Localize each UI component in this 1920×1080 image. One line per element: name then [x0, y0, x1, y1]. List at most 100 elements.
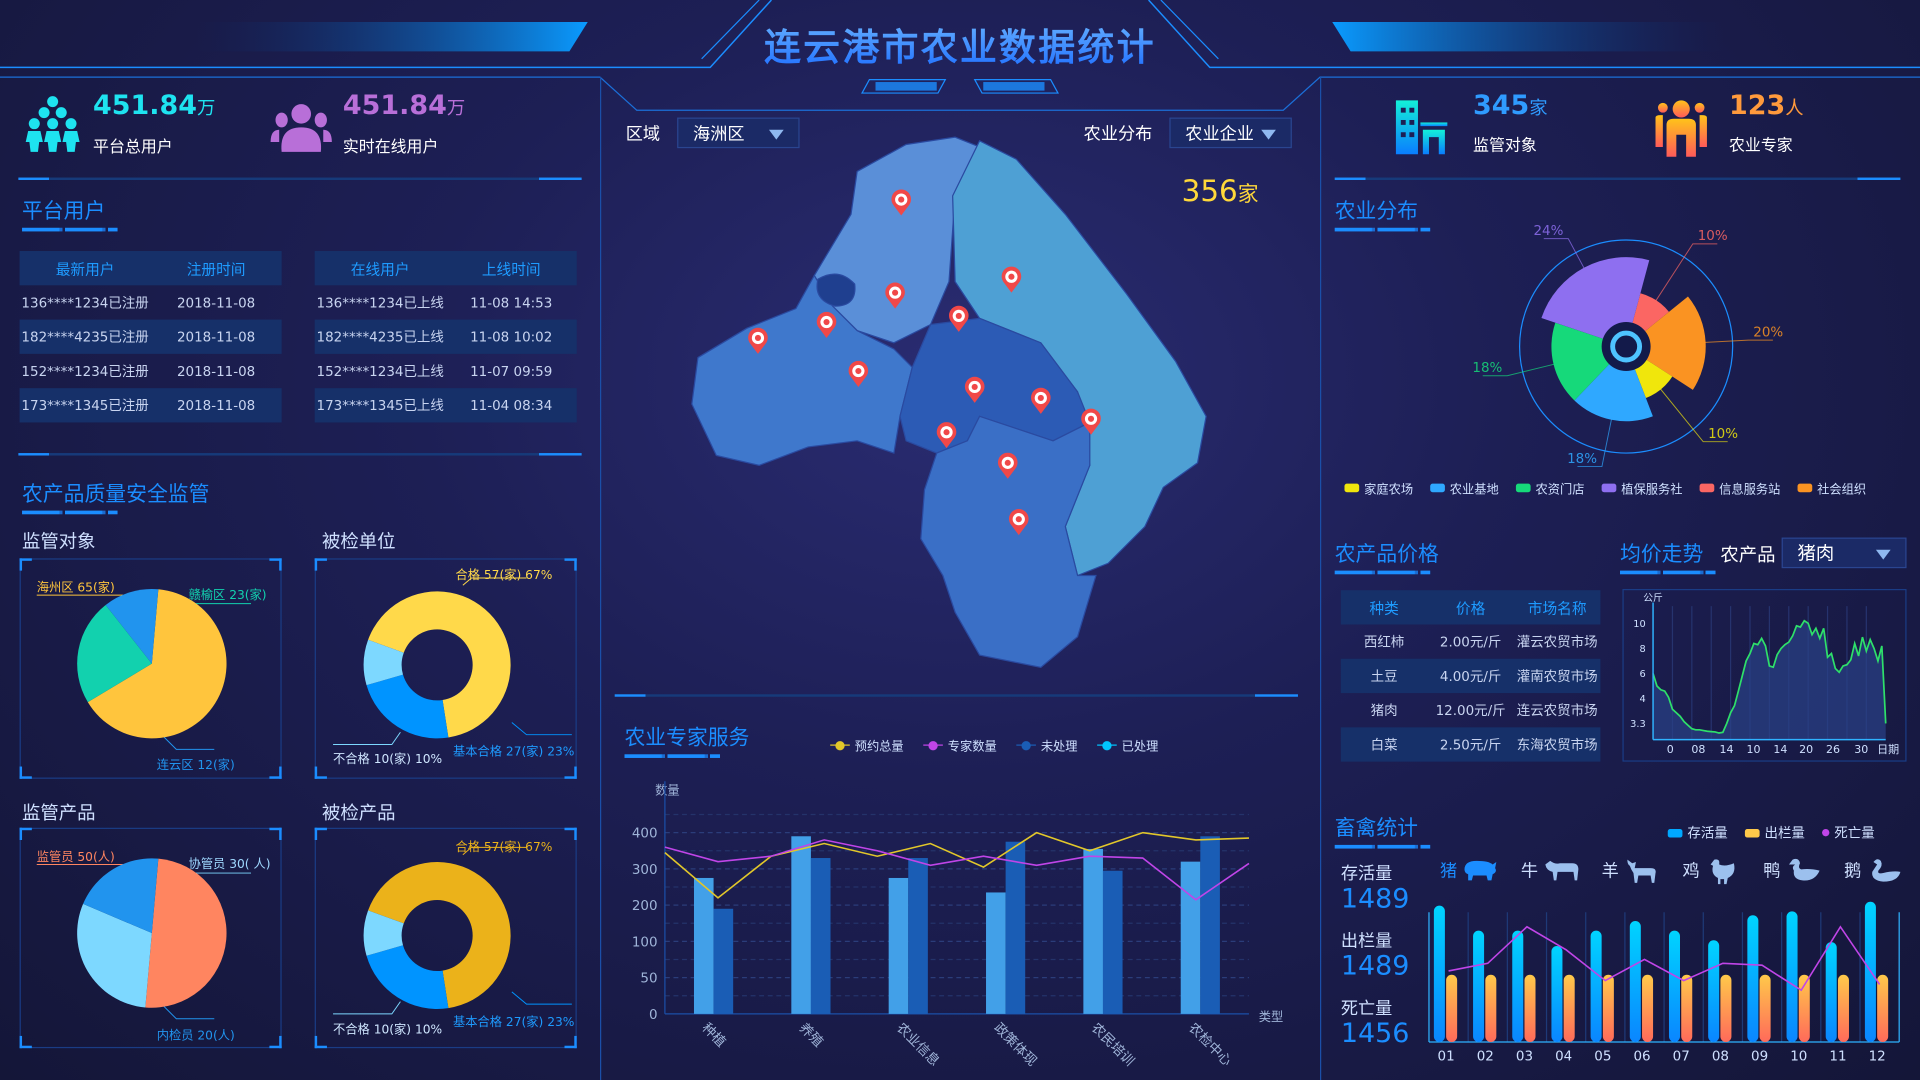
legend-item[interactable]: 植保服务社	[1601, 479, 1682, 497]
table-row[interactable]: 182****4235已上线 11-08 10:02	[314, 319, 577, 354]
map-pin-icon[interactable]	[964, 376, 985, 403]
price-table: 种类 价格 市场名称 西红柿 2.00元/斤 灌云农贸市场 土豆 4.00元/斤 灌南农贸市场猪…	[1340, 590, 1601, 762]
pie-label: 基本合格 27(家) 23%	[453, 1016, 575, 1030]
product-select-value: 猪肉	[1797, 542, 1835, 565]
table-row[interactable]: 152****1234已注册 2018-11-08	[20, 354, 282, 388]
legend-label: 信息服务站	[1719, 483, 1781, 498]
stat-online-users-value: 451.84万	[342, 90, 466, 122]
goat-icon	[1627, 859, 1656, 883]
table-row[interactable]: 136****1234已注册 2018-11-08	[20, 285, 282, 319]
map-pin-icon[interactable]	[1001, 266, 1022, 293]
table-cell: 136****1234已上线	[316, 295, 444, 312]
bar-存活量	[1512, 930, 1524, 1043]
pie-label: 合格 57(家) 67%	[455, 841, 553, 855]
stat-supervised-label: 监管对象	[1473, 137, 1537, 156]
bar-已处理	[1083, 848, 1103, 1014]
map-pin-icon[interactable]	[891, 189, 912, 216]
table-cell: 11-07 09:59	[470, 363, 553, 379]
x-tick-label: 03	[1516, 1049, 1533, 1064]
map-pin-icon[interactable]	[1081, 408, 1101, 435]
map-pin-icon[interactable]	[816, 311, 837, 338]
animal-tab[interactable]: 鸭	[1763, 857, 1820, 884]
map-pin-icon[interactable]	[848, 360, 869, 387]
animal-tab[interactable]: 鹅	[1844, 857, 1901, 884]
animal-label: 羊	[1601, 862, 1619, 882]
animal-tab[interactable]: 猪	[1440, 857, 1497, 884]
animal-label: 鸭	[1763, 862, 1781, 882]
legend-label: 存活量	[1687, 825, 1728, 842]
bar-存活量	[1708, 940, 1720, 1043]
map-pin-icon[interactable]	[936, 422, 957, 449]
total-value: 1489	[1340, 951, 1410, 983]
table-cell: 土豆	[1370, 668, 1398, 685]
distribution-label: 农业分布	[1083, 124, 1153, 145]
animal-label: 鹅	[1844, 862, 1862, 882]
chart-title-supervised-objects: 监管对象	[22, 530, 96, 553]
duck-icon	[1788, 858, 1820, 881]
legend-item[interactable]: 农业基地	[1430, 479, 1499, 497]
x-tick-label: 20	[1799, 743, 1813, 756]
map-pin-icon[interactable]	[748, 327, 768, 354]
table-cell: 2018-11-08	[176, 328, 256, 345]
map-pin-icon[interactable]	[1031, 387, 1051, 414]
legend-swatch	[1430, 483, 1445, 493]
legend-item[interactable]: 出栏量	[1744, 823, 1805, 843]
table-row[interactable]: 猪肉 12.00元/斤 连云农贸市场	[1341, 693, 1601, 727]
section-title-platform-users: 平台用户	[22, 193, 118, 231]
goose-icon	[1872, 859, 1901, 882]
y-axis-label: 数量	[655, 784, 680, 799]
pin-dot	[1015, 516, 1022, 523]
table-row[interactable]: 土豆 4.00元/斤 灌南农贸市场	[1340, 658, 1601, 694]
x-tick-label: 07	[1673, 1049, 1690, 1064]
distribution-select[interactable]: 农业企业	[1169, 117, 1292, 149]
legend-item[interactable]: 社会组织	[1797, 479, 1866, 497]
map-pin-icon[interactable]	[885, 282, 905, 309]
table-cell: 182****4235已注册	[21, 329, 149, 346]
table-header: 在线用户 上线时间	[314, 251, 577, 286]
legend-item[interactable]: 已处理	[1097, 736, 1158, 754]
legend-item[interactable]: 信息服务站	[1699, 479, 1781, 498]
legend-item[interactable]: 农资门店	[1515, 479, 1584, 497]
chart-legend: 家庭农场 农业基地 农资门店 植保服务社 信息服务站 社会组织	[1344, 479, 1866, 497]
animal-tab[interactable]: 羊	[1602, 857, 1658, 884]
legend-item[interactable]: 未处理	[1016, 736, 1078, 754]
legend-item[interactable]: 家庭农场	[1344, 479, 1413, 497]
x-tick-label: 10	[1790, 1049, 1807, 1064]
table-row[interactable]: 173****1345已注册 2018-11-08	[19, 388, 282, 423]
bar-已处理	[986, 892, 1006, 1014]
table-row[interactable]: 182****4235已注册 2018-11-08	[19, 319, 282, 354]
map-pin-icon[interactable]	[997, 452, 1018, 479]
table-row[interactable]: 136****1234已上线 11-08 14:53	[315, 285, 577, 319]
legend-item[interactable]: 预约总量	[830, 736, 904, 754]
legend-label: 死亡量	[1834, 825, 1875, 842]
chevron-down-icon	[1875, 549, 1891, 560]
table-row[interactable]: 152****1234已上线 11-07 09:59	[315, 354, 577, 388]
table-row[interactable]: 173****1345已上线 11-04 08:34	[314, 388, 577, 423]
legend-swatch	[1744, 828, 1760, 837]
legend-item[interactable]: 专家数量	[923, 736, 997, 754]
animal-tab[interactable]: 鸡	[1682, 857, 1738, 885]
stat-experts-label: 农业专家	[1728, 137, 1793, 156]
table-row[interactable]: 西红柿 2.00元/斤 灌云农贸市场	[1341, 624, 1601, 658]
pie-label: 海州区 65(家)	[36, 581, 115, 596]
users-group-icon	[25, 96, 80, 152]
legend-item[interactable]: 存活量	[1667, 823, 1728, 843]
table-cell: 猪肉	[1370, 702, 1398, 719]
bar-出栏量	[1837, 974, 1849, 1043]
legend-item[interactable]: 死亡量	[1822, 823, 1875, 843]
legend-swatch	[1699, 483, 1715, 493]
map-pin-icon[interactable]	[948, 305, 969, 332]
legend-label: 已处理	[1121, 740, 1159, 755]
animal-tab[interactable]: 牛	[1521, 857, 1579, 884]
product-select[interactable]: 猪肉	[1781, 537, 1907, 569]
table-row[interactable]: 白菜 2.50元/斤 东海农贸市场	[1340, 727, 1601, 762]
quality-pie-charts	[36, 577, 572, 1020]
legend-label: 出栏量	[1764, 825, 1805, 842]
section-title-quality: 农产品质量安全监管	[22, 476, 209, 514]
map-pin-icon[interactable]	[1008, 509, 1029, 536]
section-title-agri-distribution: 农业分布	[1335, 193, 1431, 231]
column-header: 市场名称	[1527, 599, 1587, 617]
region-select[interactable]: 海洲区	[677, 117, 800, 149]
